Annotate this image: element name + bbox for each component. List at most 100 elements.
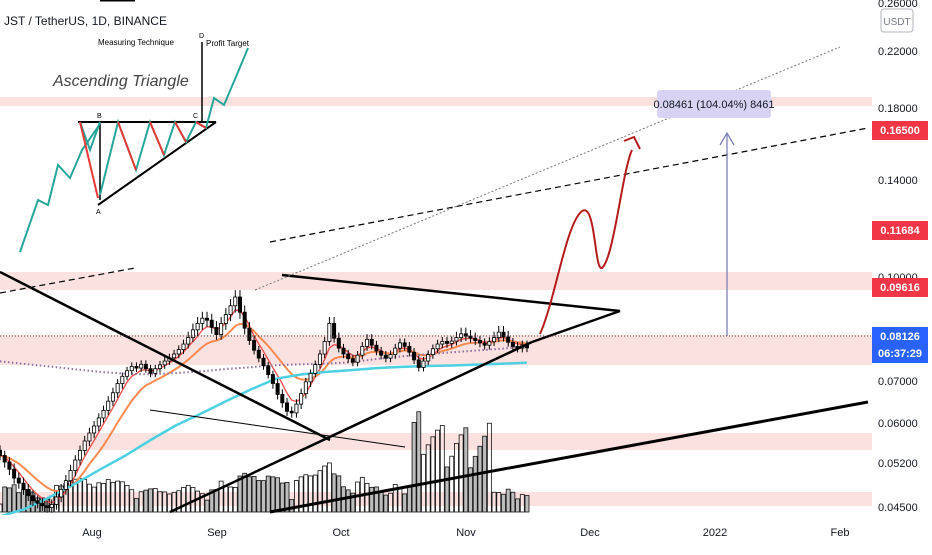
triangle-upper-line[interactable]	[281, 273, 621, 313]
volume-bar	[378, 491, 384, 513]
candle-body	[190, 329, 195, 338]
volume-bar	[256, 480, 262, 513]
price-tag[interactable]	[872, 327, 928, 363]
volume-bar	[402, 493, 408, 513]
candle-body	[477, 340, 482, 344]
symbol-header: JST / TetherUS, 1D, BINANCE	[4, 14, 167, 28]
volume-bar	[477, 445, 483, 513]
currency-badge-box[interactable]	[880, 8, 914, 33]
zone-band	[0, 97, 872, 106]
price-tag[interactable]	[872, 278, 928, 297]
candle-body	[73, 459, 78, 471]
projected-path[interactable]	[539, 149, 633, 335]
candle-body	[63, 480, 68, 490]
descending-trendline[interactable]	[0, 270, 331, 442]
candle-body	[421, 360, 426, 368]
volume-bar	[515, 498, 520, 513]
volume-bar	[209, 489, 215, 513]
candle-body	[0, 449, 3, 456]
volume-bar	[430, 436, 436, 513]
inset-rising-line	[97, 121, 217, 206]
candle-body	[181, 343, 186, 351]
inset-red-4	[174, 121, 187, 143]
candle-body	[313, 364, 318, 374]
inset-red-2	[117, 121, 137, 171]
candle-body	[303, 381, 308, 394]
triangle-apex-line[interactable]	[531, 309, 621, 344]
ema-slow-line	[0, 361, 528, 518]
price-tag-label: 0.08126	[880, 331, 920, 343]
price-tick-label: 0.07000	[878, 376, 918, 388]
measure-label[interactable]: 0.08461 (104.04%) 8461	[653, 90, 775, 118]
candle-body	[77, 450, 82, 461]
volume-bar	[284, 481, 290, 513]
price-tick-label: 0.04500	[878, 502, 918, 514]
time-axis[interactable]: Aug Sep Oct Nov Dec 2022 Feb	[0, 515, 872, 550]
price-tag[interactable]	[872, 121, 928, 140]
candle-body	[261, 357, 266, 367]
triangle-lower-line[interactable]	[169, 340, 533, 514]
candle-body	[106, 400, 111, 411]
volume-bar	[350, 492, 356, 513]
candle-body	[379, 350, 384, 356]
volume-bar	[91, 486, 97, 513]
zone-band	[0, 335, 872, 365]
price-tag[interactable]	[872, 221, 928, 240]
candle-body	[233, 296, 238, 307]
candle-body	[157, 364, 162, 370]
inset-point-a: A	[96, 209, 101, 216]
candle-body	[374, 344, 379, 352]
volume-bar	[105, 479, 111, 513]
volume-bar	[472, 455, 478, 513]
candle-body	[35, 500, 40, 504]
candle-body	[223, 314, 228, 324]
volume-bar	[251, 476, 257, 513]
candle-body	[256, 349, 261, 359]
candle-body	[492, 337, 497, 343]
dashed-channel-line[interactable]	[269, 127, 869, 243]
volume-bar	[317, 470, 323, 513]
volume-bar	[388, 492, 393, 513]
volume-bar	[308, 475, 313, 513]
dashed-left-segment[interactable]	[0, 267, 136, 294]
candle-body	[397, 342, 402, 349]
long-support-line[interactable]	[269, 400, 869, 514]
price-tick-label: 0.26000	[878, 0, 918, 10]
candle-body	[317, 353, 322, 365]
candle-body	[346, 353, 351, 360]
volume-bar	[322, 465, 328, 513]
candle-body	[327, 322, 332, 342]
volume-bar	[435, 429, 440, 513]
candle-body	[369, 338, 374, 346]
volume-bar	[383, 494, 389, 513]
candle-body	[101, 409, 106, 419]
candle-body	[59, 488, 64, 498]
inset-red-5	[195, 121, 207, 129]
volume-bar	[491, 491, 497, 513]
inset-point-b: B	[97, 113, 102, 120]
volume-bar	[468, 467, 473, 513]
volume-bar	[232, 487, 238, 513]
candle-body	[134, 365, 139, 369]
candle-body	[388, 354, 393, 359]
time-tick-label: Sep	[207, 527, 227, 539]
candle-body	[454, 337, 459, 342]
dotted-trend-ray[interactable]	[254, 46, 841, 291]
candle-body	[299, 393, 304, 405]
candle-body	[252, 340, 257, 351]
volume-bar	[486, 422, 492, 513]
volume-bar	[218, 480, 224, 513]
support-ray[interactable]	[149, 409, 406, 448]
volume-bar	[501, 493, 506, 513]
volume-bar	[496, 492, 502, 513]
candle-body	[54, 496, 59, 505]
volume-bar	[275, 477, 281, 513]
volume-bar	[374, 486, 379, 513]
candle-body	[26, 488, 31, 497]
volume-bar	[185, 484, 191, 513]
candle-body	[110, 392, 115, 402]
candle-body	[45, 505, 50, 509]
ema-mid-line	[0, 322, 528, 493]
price-axis[interactable]: USDT 0.260000.220000.180000.140000.10000…	[872, 0, 932, 550]
